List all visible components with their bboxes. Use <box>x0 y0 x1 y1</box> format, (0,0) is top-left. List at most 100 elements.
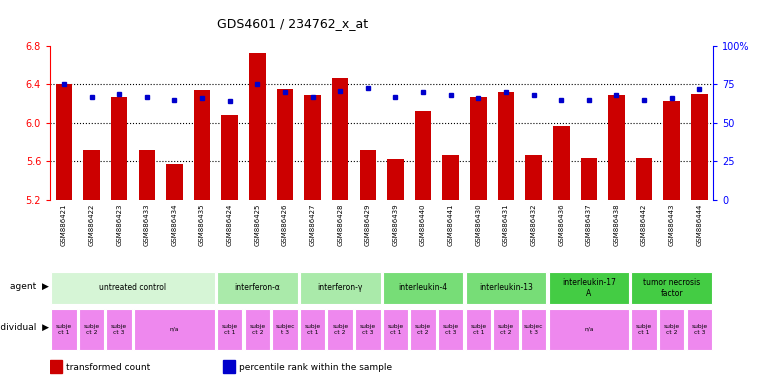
Text: tumor necrosis
factor: tumor necrosis factor <box>643 278 700 298</box>
Bar <box>328 308 353 350</box>
Text: GSM886433: GSM886433 <box>144 204 150 246</box>
Bar <box>134 308 215 350</box>
Text: GSM886444: GSM886444 <box>696 204 702 246</box>
Text: GSM886430: GSM886430 <box>476 204 481 246</box>
Bar <box>106 308 132 350</box>
Text: GSM886440: GSM886440 <box>420 204 426 246</box>
Text: subje
ct 2: subje ct 2 <box>498 324 514 335</box>
Bar <box>217 308 242 350</box>
Text: GSM886429: GSM886429 <box>365 204 371 246</box>
Text: individual  ▶: individual ▶ <box>0 323 49 331</box>
Text: agent  ▶: agent ▶ <box>10 282 49 291</box>
Text: interferon-α: interferon-α <box>234 283 281 293</box>
Bar <box>525 155 542 200</box>
Text: GSM886422: GSM886422 <box>89 204 95 246</box>
Text: GSM886426: GSM886426 <box>282 204 288 246</box>
Text: GSM886431: GSM886431 <box>503 204 509 246</box>
Bar <box>691 94 708 200</box>
Bar <box>300 272 381 304</box>
Bar <box>581 159 597 200</box>
Bar <box>521 308 547 350</box>
Bar <box>300 308 325 350</box>
Bar <box>83 150 99 200</box>
Bar <box>221 115 238 200</box>
Text: GSM886423: GSM886423 <box>116 204 122 246</box>
Bar <box>167 164 183 200</box>
Text: GSM886427: GSM886427 <box>310 204 315 246</box>
Text: subje
ct 3: subje ct 3 <box>443 324 459 335</box>
Text: subjec
t 3: subjec t 3 <box>275 324 295 335</box>
Text: GSM886424: GSM886424 <box>227 204 233 246</box>
Bar <box>51 308 76 350</box>
Text: subje
ct 1: subje ct 1 <box>387 324 403 335</box>
Bar <box>631 308 657 350</box>
Text: GSM886442: GSM886442 <box>641 204 647 246</box>
Bar <box>194 90 210 200</box>
Text: subje
ct 1: subje ct 1 <box>636 324 652 335</box>
Bar <box>548 308 629 350</box>
Bar <box>355 308 381 350</box>
Bar <box>415 111 432 200</box>
Text: GSM886436: GSM886436 <box>558 204 564 246</box>
Bar <box>50 361 62 373</box>
Text: n/a: n/a <box>584 327 594 332</box>
Text: subje
ct 2: subje ct 2 <box>664 324 680 335</box>
Bar <box>387 159 404 200</box>
Text: subje
ct 1: subje ct 1 <box>56 324 72 335</box>
Text: subje
ct 1: subje ct 1 <box>221 324 237 335</box>
Text: subje
ct 1: subje ct 1 <box>305 324 321 335</box>
Text: subje
ct 3: subje ct 3 <box>692 324 708 335</box>
Text: GSM886434: GSM886434 <box>171 204 177 246</box>
Bar <box>443 155 459 200</box>
Text: GSM886443: GSM886443 <box>668 204 675 246</box>
Text: GSM886441: GSM886441 <box>448 204 453 246</box>
Text: interleukin-17
A: interleukin-17 A <box>562 278 616 298</box>
Bar <box>659 308 685 350</box>
Text: subje
ct 3: subje ct 3 <box>360 324 376 335</box>
Text: subje
ct 2: subje ct 2 <box>249 324 265 335</box>
Text: transformed count: transformed count <box>66 362 150 372</box>
Bar <box>382 308 408 350</box>
Bar <box>51 272 215 304</box>
Bar <box>244 308 270 350</box>
Bar <box>466 308 491 350</box>
Text: GSM886425: GSM886425 <box>254 204 261 246</box>
Bar <box>553 126 570 200</box>
Text: subje
ct 2: subje ct 2 <box>83 324 99 335</box>
Text: GSM886438: GSM886438 <box>614 204 619 246</box>
Bar <box>79 308 104 350</box>
Bar <box>548 272 629 304</box>
Text: subje
ct 3: subje ct 3 <box>111 324 127 335</box>
Text: GSM886428: GSM886428 <box>337 204 343 246</box>
Bar <box>631 272 712 304</box>
Bar <box>217 272 298 304</box>
Text: GSM886437: GSM886437 <box>586 204 592 246</box>
Text: subjec
t 3: subjec t 3 <box>524 324 544 335</box>
Text: GDS4601 / 234762_x_at: GDS4601 / 234762_x_at <box>217 17 369 30</box>
Text: subje
ct 1: subje ct 1 <box>470 324 487 335</box>
Bar <box>608 95 625 200</box>
Bar <box>470 97 487 200</box>
Text: subje
ct 2: subje ct 2 <box>415 324 431 335</box>
Text: interferon-γ: interferon-γ <box>318 283 363 293</box>
Bar <box>498 92 514 200</box>
Bar <box>277 89 293 200</box>
Text: GSM886439: GSM886439 <box>392 204 399 246</box>
Text: subje
ct 2: subje ct 2 <box>332 324 348 335</box>
Bar <box>663 101 680 200</box>
Bar <box>249 53 265 200</box>
Bar <box>466 272 547 304</box>
Bar <box>493 308 519 350</box>
Text: GSM886421: GSM886421 <box>61 204 67 246</box>
Bar <box>223 361 234 373</box>
Bar <box>272 308 298 350</box>
Text: untreated control: untreated control <box>99 283 167 293</box>
Bar <box>56 84 72 200</box>
Text: GSM886435: GSM886435 <box>199 204 205 246</box>
Bar <box>139 150 155 200</box>
Bar <box>687 308 712 350</box>
Bar <box>111 97 127 200</box>
Text: n/a: n/a <box>170 327 179 332</box>
Bar <box>382 272 463 304</box>
Bar <box>359 150 376 200</box>
